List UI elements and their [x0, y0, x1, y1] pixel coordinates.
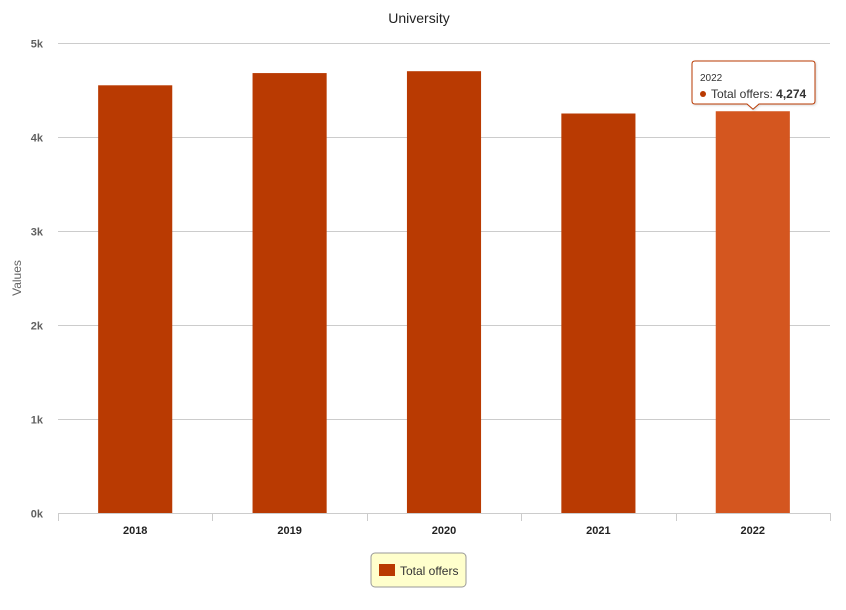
y-tick-label: 5k [31, 39, 44, 51]
y-tick-labels: 0k 1k 2k 3k 4k 5k [31, 39, 44, 521]
tooltip-series-dot [700, 91, 706, 97]
bar-2018[interactable] [98, 85, 173, 514]
x-tick-label: 2021 [586, 525, 610, 537]
bar-2021[interactable] [561, 113, 636, 514]
x-tick-label: 2018 [123, 525, 147, 537]
legend[interactable]: Total offers [370, 552, 467, 588]
y-tick-label: 2k [31, 321, 44, 333]
bar-2019[interactable] [252, 73, 327, 513]
tooltip-category: 2022 [700, 73, 723, 84]
x-tick-label: 2022 [741, 525, 765, 537]
legend-label[interactable]: Total offers [400, 564, 458, 578]
tooltip-series-name: Total offers [711, 87, 769, 101]
y-tick-label: 1k [31, 415, 44, 427]
bars [98, 71, 790, 514]
y-axis-label: Values [10, 260, 24, 296]
tooltip-colon: : [769, 87, 776, 101]
legend-swatch [379, 564, 395, 576]
tooltip: 2022 Total offers: 4,274 [691, 60, 816, 110]
chart-title: University [388, 10, 449, 26]
y-tick-label: 3k [31, 227, 44, 239]
y-tick-label: 4k [31, 133, 44, 145]
tooltip-line: Total offers: 4,274 [711, 87, 807, 101]
legend-box[interactable] [370, 552, 467, 588]
x-tick-label: 2019 [277, 525, 301, 537]
y-tick-label: 0k [31, 509, 44, 521]
bar-2022[interactable] [715, 111, 790, 513]
tooltip-box [691, 60, 816, 110]
x-axis: 2018 2019 2020 2021 2022 [58, 513, 831, 537]
bar-2020[interactable] [406, 71, 482, 513]
x-tick-label: 2020 [432, 525, 456, 537]
tooltip-value: 4,274 [776, 87, 806, 101]
